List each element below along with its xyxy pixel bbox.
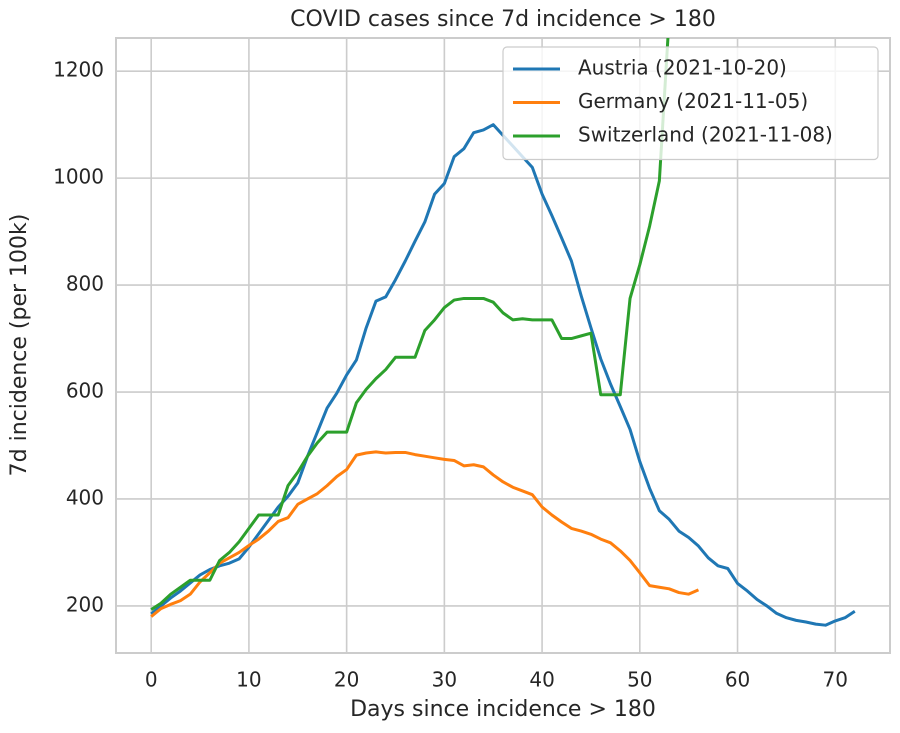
x-axis-label: Days since incidence > 180 — [350, 697, 656, 722]
y-tick-label: 800 — [66, 272, 104, 296]
data-line — [150, 38, 670, 611]
data-line — [150, 450, 700, 618]
chart-title: COVID cases since 7d incidence > 180 — [290, 7, 716, 32]
x-tick-label: 50 — [627, 668, 652, 692]
y-tick-label: 200 — [66, 592, 104, 616]
legend-label: Austria (2021-10-20) — [578, 56, 787, 80]
x-tick-label: 10 — [236, 668, 261, 692]
x-tick-label: 30 — [432, 668, 457, 692]
x-tick-label: 20 — [334, 668, 359, 692]
plot-frame — [115, 37, 891, 654]
legend-label: Germany (2021-11-05) — [578, 89, 808, 113]
x-tick-label: 60 — [725, 668, 750, 692]
legend-box — [502, 46, 879, 161]
y-axis-label: 7d incidence (per 100k) — [7, 214, 32, 477]
legend: Austria (2021-10-20) Germany (2021-11-05)… — [502, 46, 879, 161]
legend-label: Switzerland (2021-11-08) — [578, 123, 833, 147]
x-tick-label: 70 — [823, 668, 848, 692]
data-line — [150, 123, 856, 627]
x-tick-label: 0 — [145, 668, 158, 692]
y-tick-label: 1000 — [53, 165, 104, 189]
y-tick-label: 600 — [66, 379, 104, 403]
y-tick-label: 400 — [66, 485, 104, 509]
y-tick-label: 1200 — [53, 58, 104, 82]
x-tick-label: 40 — [529, 668, 554, 692]
